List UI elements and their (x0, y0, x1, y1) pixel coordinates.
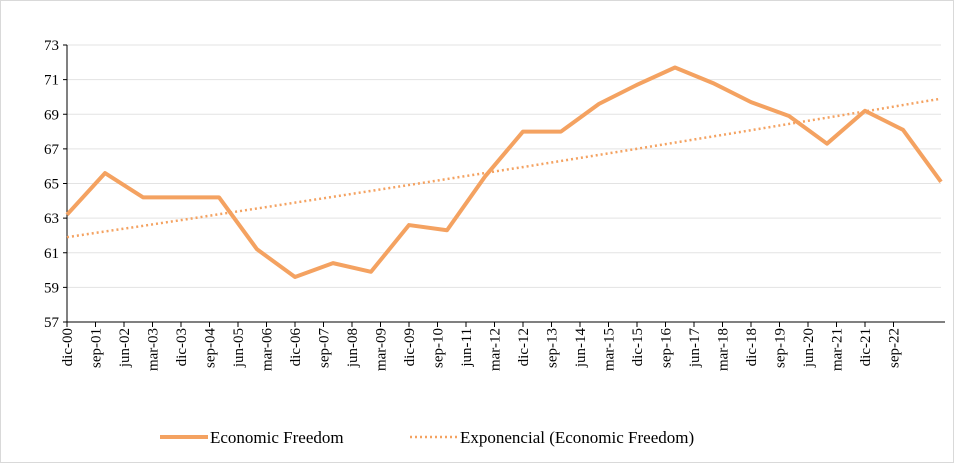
x-tick-label: mar-15 (602, 328, 618, 371)
y-tick-label: 63 (44, 211, 59, 227)
x-tick-label: sep-04 (203, 328, 219, 368)
x-tick-label: mar-21 (830, 328, 846, 371)
x-tick-label: sep-19 (773, 328, 789, 368)
x-tick-label: sep-22 (887, 328, 903, 368)
x-tick-label: sep-07 (317, 328, 333, 368)
y-tick-label: 59 (44, 280, 59, 296)
x-tick-label: jun-14 (573, 328, 589, 369)
x-tick-label: mar-12 (488, 328, 504, 371)
x-tick-label: jun-11 (459, 328, 475, 368)
x-tick-label: sep-13 (545, 328, 561, 368)
y-tick-label: 73 (44, 38, 59, 54)
legend-label: Economic Freedom (210, 428, 344, 447)
x-tick-label: jun-02 (117, 328, 133, 368)
x-tick-label: mar-03 (146, 328, 162, 371)
x-tick-label: sep-01 (89, 328, 105, 368)
y-tick-label: 69 (44, 107, 59, 123)
x-tick-label: dic-00 (60, 328, 76, 366)
x-tick-label: dic-21 (858, 328, 874, 366)
x-tick-label: dic-12 (516, 328, 532, 366)
y-tick-label: 57 (44, 315, 60, 331)
series-line (65, 65, 943, 279)
y-tick-label: 61 (44, 246, 59, 262)
x-tick-label: dic-06 (288, 328, 304, 367)
y-tick-label: 71 (44, 73, 59, 89)
x-tick-label: mar-06 (260, 328, 276, 372)
x-tick-label: jun-05 (231, 328, 247, 368)
x-tick-label: jun-17 (687, 328, 703, 369)
x-tick-label: dic-09 (402, 328, 418, 366)
x-tick-label: sep-16 (659, 328, 675, 368)
x-tick-label: mar-09 (374, 328, 390, 371)
x-tick-label: dic-18 (744, 328, 760, 366)
x-tick-label: dic-03 (174, 328, 190, 366)
x-tick-label: sep-10 (431, 328, 447, 368)
x-tick-label: jun-20 (801, 328, 817, 368)
x-tick-label: jun-08 (345, 328, 361, 368)
x-tick-label: mar-18 (716, 328, 732, 371)
y-tick-label: 65 (44, 177, 59, 193)
x-tick-label: dic-15 (630, 328, 646, 366)
y-tick-label: 67 (44, 142, 60, 158)
legend-label: Exponencial (Economic Freedom) (460, 428, 694, 447)
